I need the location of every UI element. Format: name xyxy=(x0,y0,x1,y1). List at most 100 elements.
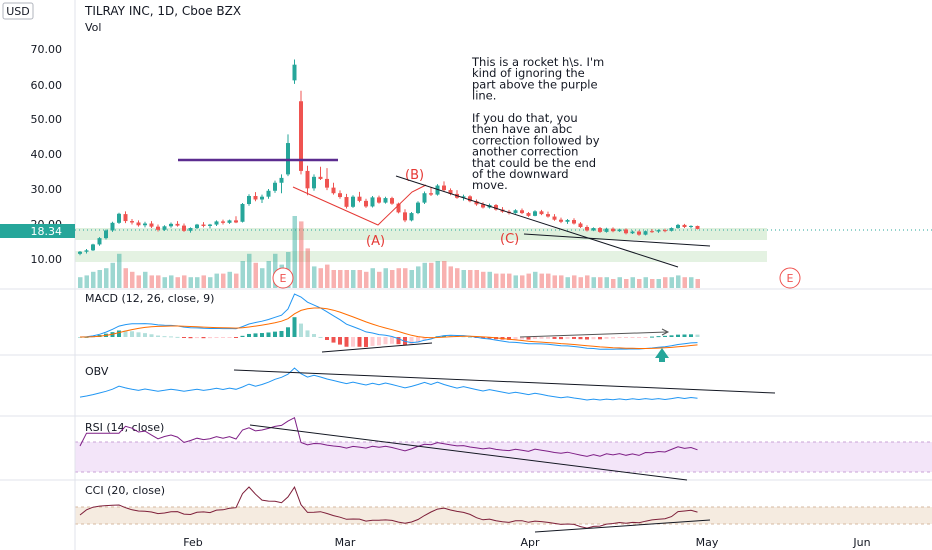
annotation-line: another correction xyxy=(472,145,578,159)
macd-bar xyxy=(442,335,446,337)
svg-text:E: E xyxy=(787,272,794,285)
macd-bar xyxy=(572,337,576,339)
macd-bar xyxy=(370,337,375,346)
candle xyxy=(656,229,661,233)
candle xyxy=(130,218,134,225)
macd-bar xyxy=(162,336,167,338)
volume-bar xyxy=(344,270,349,288)
volume-bar xyxy=(617,277,622,288)
macd-bar xyxy=(676,334,680,337)
volume-bar xyxy=(533,271,538,288)
volume-bar xyxy=(234,273,239,288)
volume-bar xyxy=(507,273,512,288)
annotation-text: This is a rocket h\s. I'm kind of ignorin… xyxy=(471,55,604,192)
annotation-line: This is a rocket h\s. I'm xyxy=(471,55,604,69)
candle xyxy=(429,187,433,196)
volume-bar xyxy=(240,261,245,288)
candle xyxy=(513,209,518,214)
candle xyxy=(253,192,258,202)
annotation-line: that could be the end xyxy=(472,156,596,170)
candle xyxy=(364,198,368,208)
macd-bar xyxy=(689,334,693,337)
candle xyxy=(448,188,453,196)
chart-header: USD TILRAY INC, 1D, Cboe BZX Vol xyxy=(2,2,241,34)
volume-bar xyxy=(695,279,700,288)
macd-bar xyxy=(565,337,570,339)
annotation-line: part above the purple xyxy=(472,77,598,91)
volume-bar xyxy=(253,262,258,288)
volume-bar xyxy=(299,221,304,288)
macd-bar xyxy=(117,330,121,337)
macd-bar xyxy=(585,337,589,340)
candle xyxy=(403,209,407,223)
last-price-tag: 18.34 xyxy=(0,224,932,238)
time-axis: Feb Mar Apr May Jun xyxy=(183,536,870,549)
price-tick-70: 70.00 xyxy=(31,43,63,56)
volume-bar xyxy=(136,275,141,288)
macd-bar xyxy=(578,337,583,340)
macd-title: MACD (12, 26, close, 9) xyxy=(85,292,214,305)
macd-bar xyxy=(357,337,362,347)
volume-bar xyxy=(552,275,557,288)
earnings-marker-2[interactable]: E xyxy=(779,267,801,289)
candle xyxy=(630,230,635,234)
macd-bar xyxy=(221,337,225,338)
candle xyxy=(260,194,264,203)
macd-bar xyxy=(507,337,511,340)
annotation-line: move. xyxy=(472,178,508,192)
macd-bar xyxy=(331,337,336,343)
macd-bar xyxy=(175,336,180,338)
candle xyxy=(273,180,277,193)
macd-bar xyxy=(130,331,134,337)
candle xyxy=(234,216,238,224)
macd-bar xyxy=(416,337,420,343)
macd-bar xyxy=(513,337,518,340)
volume-bar xyxy=(643,277,648,288)
macd-bar xyxy=(292,317,297,337)
macd-bar xyxy=(448,335,453,337)
candle xyxy=(598,226,602,233)
macd-bar xyxy=(682,334,687,337)
volume-bar xyxy=(104,268,109,288)
candle xyxy=(91,243,95,252)
candle xyxy=(578,222,583,229)
volume-bar xyxy=(669,277,674,288)
volume-bar xyxy=(637,279,642,288)
candle xyxy=(390,196,394,205)
volume-bar xyxy=(481,271,486,288)
macd-histogram xyxy=(78,317,700,348)
wave-label-b: (B) xyxy=(405,168,424,183)
candle xyxy=(695,225,700,230)
pane-separators xyxy=(0,288,932,481)
macd-bar xyxy=(669,335,674,337)
candle xyxy=(559,217,563,224)
volume-bar xyxy=(565,277,570,288)
macd-bar xyxy=(208,337,212,339)
macd-bar xyxy=(169,336,173,338)
volume-bar xyxy=(221,273,226,288)
candle xyxy=(442,181,446,192)
volume-bar xyxy=(513,275,518,288)
candle xyxy=(318,166,323,180)
macd-bar xyxy=(182,337,186,338)
candle xyxy=(175,221,180,227)
volume-bar xyxy=(494,273,499,288)
candle xyxy=(474,199,479,206)
volume-bar xyxy=(227,271,232,288)
macd-bar xyxy=(188,337,193,339)
currency-badge[interactable] xyxy=(2,2,34,20)
candle xyxy=(539,209,544,216)
candle xyxy=(149,221,154,229)
candle xyxy=(312,174,316,191)
macd-bar xyxy=(318,336,323,338)
annotation-line: then have an abc xyxy=(472,122,572,136)
macd-bar xyxy=(240,335,245,337)
annotation-line: kind of ignoring the xyxy=(472,66,585,80)
macd-bar xyxy=(279,330,284,337)
candle xyxy=(617,228,622,232)
volume-bar xyxy=(656,279,661,288)
macd-bar xyxy=(559,337,563,340)
earnings-marker-1[interactable]: E xyxy=(272,267,294,289)
volume-bar xyxy=(585,275,590,288)
